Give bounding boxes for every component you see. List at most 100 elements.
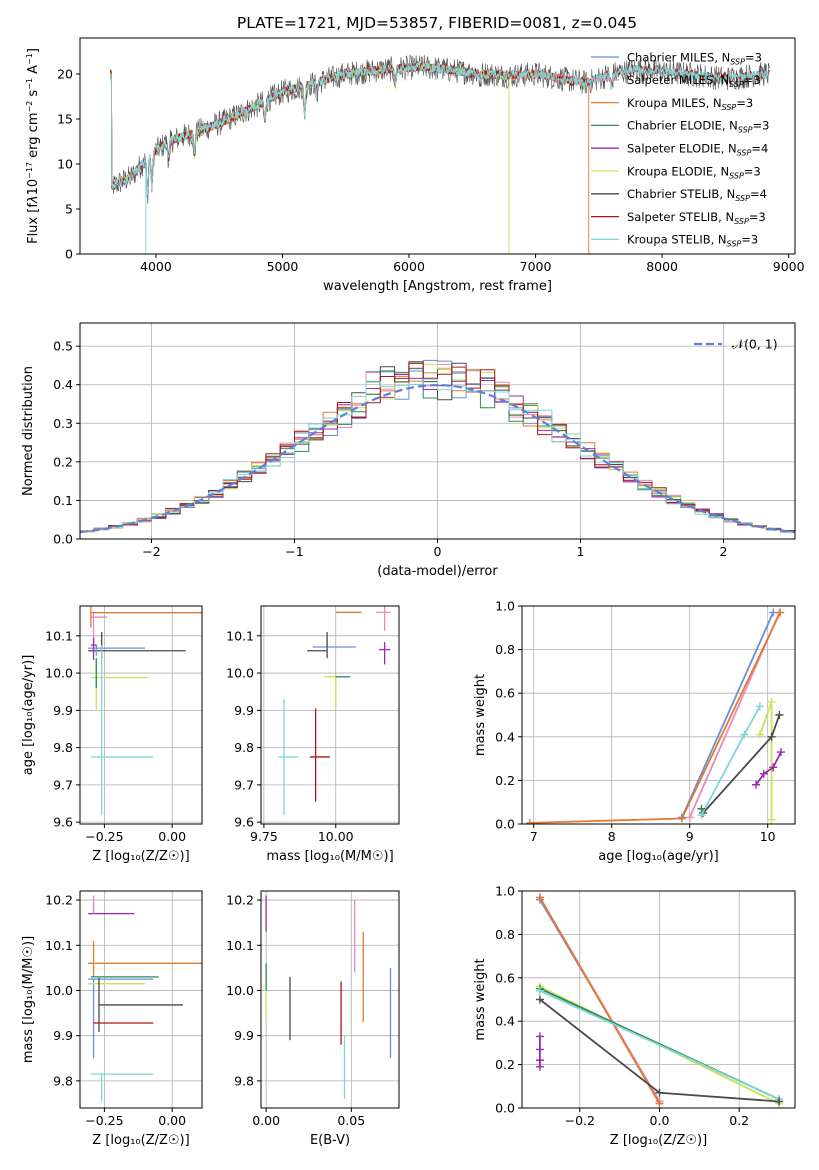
y-tick-label: 9.8 — [234, 1073, 254, 1088]
mass-vs-EBV-plot-area — [265, 895, 392, 1099]
y-tick-label: 9.9 — [53, 703, 73, 718]
y-tick-label: 9.8 — [53, 1073, 73, 1088]
y-tick-label: 10.1 — [45, 938, 73, 953]
y-tick-label: 9.8 — [53, 740, 73, 755]
y-tick-label: 9.6 — [53, 815, 73, 830]
age-vs-Z-y-axis-label: age [log₁₀(age/yr)] — [21, 655, 36, 776]
y-tick-label: 10 — [57, 157, 73, 172]
weight-marker — [535, 893, 544, 902]
spectrum-frame — [79, 37, 796, 255]
y-tick-label: 1.0 — [495, 599, 515, 614]
weight-vs-age-x-axis-label: age [log₁₀(age/yr)] — [598, 849, 719, 864]
legend-nssp: =3 — [753, 119, 770, 133]
histogram-series — [80, 361, 795, 532]
mass-vs-EBV-x-axis-label: E(B-V) — [310, 1133, 350, 1148]
y-tick-label: 0.2 — [495, 1057, 515, 1072]
legend-nssp: =3 — [745, 50, 762, 64]
y-tick-label: 0 — [65, 247, 73, 262]
x-tick-label: −0.25 — [85, 1113, 123, 1128]
y-tick-label: 0.4 — [495, 729, 515, 744]
legend-subscript: SSP — [737, 149, 752, 158]
y-tick-label: 0.6 — [495, 686, 515, 701]
y-tick-label: 0.2 — [495, 773, 515, 788]
x-tick-label: 10 — [760, 829, 776, 844]
legend-subscript: SSP — [730, 57, 745, 66]
legend-nssp: =3 — [741, 233, 758, 247]
x-tick-label: 0 — [434, 544, 442, 559]
y-tick-label: 5 — [65, 202, 73, 217]
y-tick-label: 10.2 — [45, 893, 73, 908]
y-tick-label: 10.0 — [45, 983, 73, 998]
age-vs-Z-x-axis-label: Z [log₁₀(Z/Z☉)] — [92, 849, 189, 864]
y-tick-label: 20 — [57, 67, 73, 82]
legend-subscript: SSP — [738, 126, 753, 135]
weight-marker — [775, 1097, 784, 1106]
age-vs-Z-plot-area — [88, 606, 202, 815]
weight-line — [539, 897, 661, 1105]
y-tick-label: 10.0 — [226, 983, 254, 998]
x-tick-label: 1 — [577, 544, 585, 559]
weight-marker — [755, 730, 764, 739]
residuals-plot-area — [80, 359, 795, 534]
weight-marker — [755, 702, 764, 711]
age-vs-mass-panel: 9.75 10.00 9.6 9.7 9.8 9.9 10.0 10.1 mass [log₁₀… — [226, 605, 400, 864]
age-vs-Z-frame — [79, 605, 203, 825]
y-tick-label: 10.1 — [45, 628, 73, 643]
age-vs-mass-grid — [261, 606, 399, 824]
weight-marker — [685, 813, 694, 822]
weight-marker — [655, 1088, 664, 1097]
legend-entry: Chabrier MILES, NSSP=3 — [627, 50, 762, 66]
x-tick-label: 0.00 — [252, 1113, 280, 1128]
x-tick-label: 7000 — [520, 259, 552, 274]
age-vs-mass-x-axis-label: mass [log₁₀(M/M☉)] — [266, 849, 393, 864]
legend-entry: Salpeter ELODIE, NSSP=4 — [627, 142, 768, 158]
mass-vs-EBV-grid — [261, 891, 399, 1108]
weight-marker — [767, 732, 776, 741]
x-tick-label: −0.2 — [565, 1113, 595, 1128]
y-tick-label: 9.7 — [53, 777, 73, 792]
mass-vs-Z-plot-area — [88, 895, 202, 1102]
y-tick-label: 0.0 — [495, 817, 515, 832]
legend-subscript: SSP — [727, 240, 742, 249]
legend-nssp: =3 — [744, 164, 761, 178]
age-vs-Z-grid — [80, 606, 202, 824]
weight-marker — [767, 815, 776, 824]
legend-subscript: SSP — [735, 194, 750, 203]
legend-subscript: SSP — [722, 103, 737, 112]
histogram-series — [80, 361, 795, 533]
weight-marker — [752, 780, 760, 789]
y-tick-label: 1.0 — [495, 884, 515, 899]
legend-entry: Salpeter MILES, NSSP=3 — [627, 73, 761, 89]
y-tick-label: 0.3 — [53, 416, 73, 431]
weight-marker — [776, 748, 785, 757]
age-vs-mass-plot-area — [278, 606, 391, 815]
age-vs-mass-frame — [260, 605, 400, 825]
y-tick-label: 0.0 — [53, 532, 73, 547]
y-tick-label: 10.0 — [45, 666, 73, 681]
normal-reference-curve — [80, 383, 795, 534]
residuals-panel: −2 −1 0 1 2 0.0 0.1 0.2 0.3 0.4 0.5 (data-model)/er… — [21, 322, 796, 579]
spectrum-y-axis-label: Flux [fλ10−17 erg cm−2 s−1 A−1] — [25, 48, 41, 244]
legend-subscript: SSP — [734, 217, 749, 226]
mass-vs-Z-frame — [79, 890, 203, 1109]
x-tick-label: 9 — [686, 829, 694, 844]
weight-vs-age-grid — [522, 605, 795, 825]
x-tick-label: 2 — [720, 544, 728, 559]
x-tick-label: 10.00 — [318, 829, 354, 844]
weight-marker — [655, 1099, 664, 1108]
x-tick-label: 9000 — [773, 259, 805, 274]
residuals-x-axis-label: (data-model)/error — [377, 564, 498, 579]
x-tick-label: 5000 — [267, 259, 299, 274]
spectrum-x-axis-label: wavelength [Angstrom, rest frame] — [323, 279, 552, 294]
mass-vs-EBV-frame — [260, 890, 400, 1109]
x-tick-label: 4000 — [140, 259, 172, 274]
weight-marker — [759, 769, 768, 778]
age-vs-Z-panel: −0.25 0.00 9.6 9.7 9.8 9.9 10.0 10.1 Z [log₁₀(Z/… — [21, 605, 203, 864]
y-tick-label: 10.1 — [226, 628, 254, 643]
x-tick-label: 0.0 — [650, 1113, 670, 1128]
weight-marker — [535, 995, 544, 1004]
weight-marker — [697, 804, 706, 813]
y-tick-label: 9.9 — [53, 1028, 73, 1043]
weight-vs-age-panel: 7 8 9 10 0.0 0.2 0.4 0.6 0.8 1.0 age [log₁₀(age/yr… — [473, 599, 796, 864]
weight-line — [529, 612, 782, 824]
